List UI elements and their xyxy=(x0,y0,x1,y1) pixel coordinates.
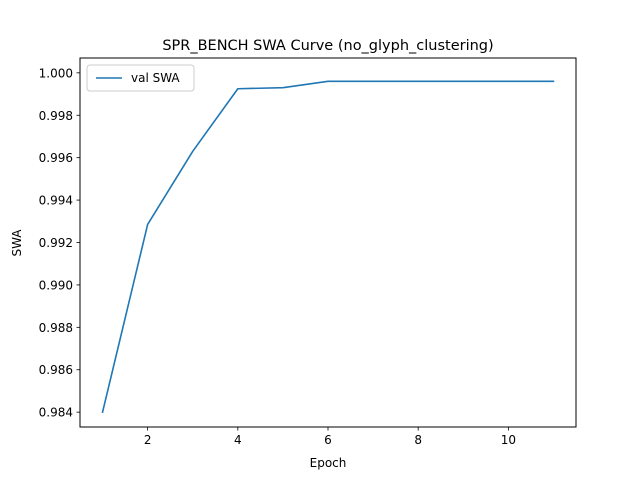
x-tick-label: 4 xyxy=(234,433,242,447)
x-tick-label: 2 xyxy=(144,433,152,447)
y-tick-label: 0.990 xyxy=(39,278,73,292)
x-axis-label: Epoch xyxy=(310,456,347,470)
y-tick-label: 0.984 xyxy=(39,406,73,420)
legend-box xyxy=(86,64,195,92)
legend-label: val SWA xyxy=(131,71,180,85)
x-tick-label: 10 xyxy=(501,433,516,447)
y-axis-ticks: 0.984 0.986 0.988 0.990 0.992 0.994 0.996 0.998… xyxy=(39,66,80,420)
y-tick-label: 0.988 xyxy=(39,321,73,335)
y-tick-label: 1.000 xyxy=(39,66,73,80)
y-axis-label: SWA xyxy=(10,229,24,257)
x-tick-label: 6 xyxy=(324,433,332,447)
x-axis-ticks: 2 4 6 8 10 xyxy=(144,427,516,447)
y-tick-label: 0.998 xyxy=(39,109,73,123)
y-tick-label: 0.992 xyxy=(39,236,73,250)
chart-title: SPR_BENCH SWA Curve (no_glyph_clustering… xyxy=(162,38,493,54)
legend: val SWA xyxy=(86,64,195,92)
series-layer xyxy=(101,80,555,414)
x-tick-label: 8 xyxy=(414,433,422,447)
plot-area xyxy=(79,57,577,428)
y-tick-label: 0.994 xyxy=(39,194,73,208)
y-tick-label: 0.996 xyxy=(39,151,73,165)
y-tick-label: 0.986 xyxy=(39,363,73,377)
axes-frame xyxy=(79,57,577,428)
series-line-val-swa xyxy=(101,80,555,414)
